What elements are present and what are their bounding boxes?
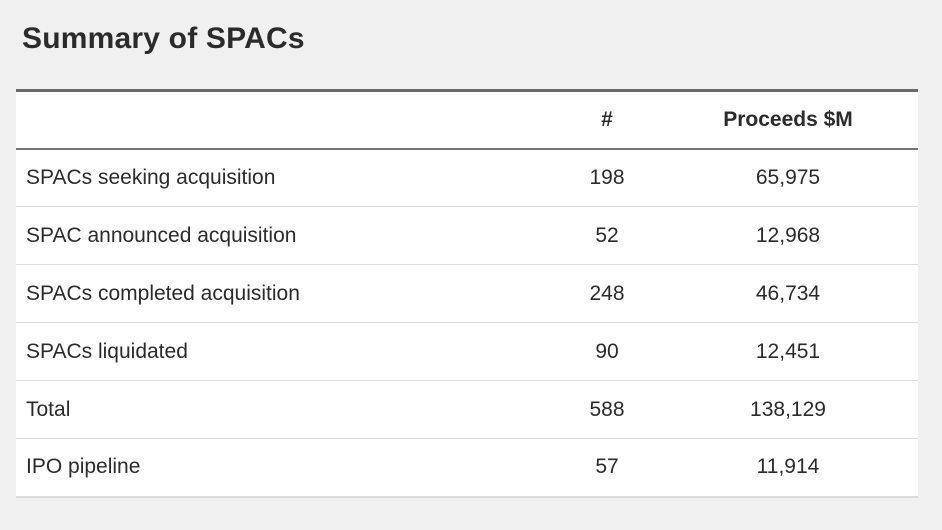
- row-label-cell: IPO pipeline: [26, 455, 141, 479]
- page-title: Summary of SPACs: [22, 22, 305, 55]
- table-row: SPACs completed acquisition 248 46,734: [16, 264, 918, 323]
- row-count-cell: 52: [536, 206, 678, 265]
- column-header-proceeds: Proceeds $M: [678, 90, 918, 150]
- spac-summary-table: # Proceeds $M SPACs seeking acquisition …: [16, 89, 918, 498]
- column-header-count: #: [536, 90, 678, 150]
- table-header-row: # Proceeds $M: [16, 90, 918, 150]
- table-body: SPACs seeking acquisition 198 65,975 SPA…: [16, 148, 918, 497]
- row-label-cell: SPAC announced acquisition: [16, 206, 536, 265]
- row-proceeds-cell: 12,451: [678, 322, 918, 381]
- row-proceeds-cell: 46,734: [678, 264, 918, 323]
- table-row: SPAC announced acquisition 52 12,968: [16, 206, 918, 265]
- row-label-cell: Total: [16, 380, 536, 439]
- row-proceeds-cell: 65,975: [678, 148, 918, 207]
- table-row: SPACs liquidated 90 12,451: [16, 322, 918, 381]
- row-label-cell: SPACs seeking acquisition: [16, 148, 536, 207]
- column-header-label: [16, 90, 536, 150]
- row-label-cell: SPACs liquidated: [16, 322, 536, 381]
- row-count-cell: 90: [536, 322, 678, 381]
- row-count-cell: 588: [536, 380, 678, 439]
- table-row: SPACs seeking acquisition 198 65,975: [16, 148, 918, 207]
- table-row: Total 588 138,129: [16, 380, 918, 439]
- row-proceeds-cell: 12,968: [678, 206, 918, 265]
- row-proceeds-cell: 11,914: [756, 455, 820, 479]
- page: { "title": "Summary of SPACs", "colors":…: [0, 20, 942, 530]
- row-count-cell: 57: [595, 455, 619, 479]
- table-row: IPO pipeline 57 11,914: [16, 439, 918, 497]
- row-count-cell: 248: [536, 264, 678, 323]
- row-proceeds-cell: 138,129: [678, 380, 918, 439]
- row-label-cell: SPACs completed acquisition: [16, 264, 536, 323]
- row-count-cell: 198: [536, 148, 678, 207]
